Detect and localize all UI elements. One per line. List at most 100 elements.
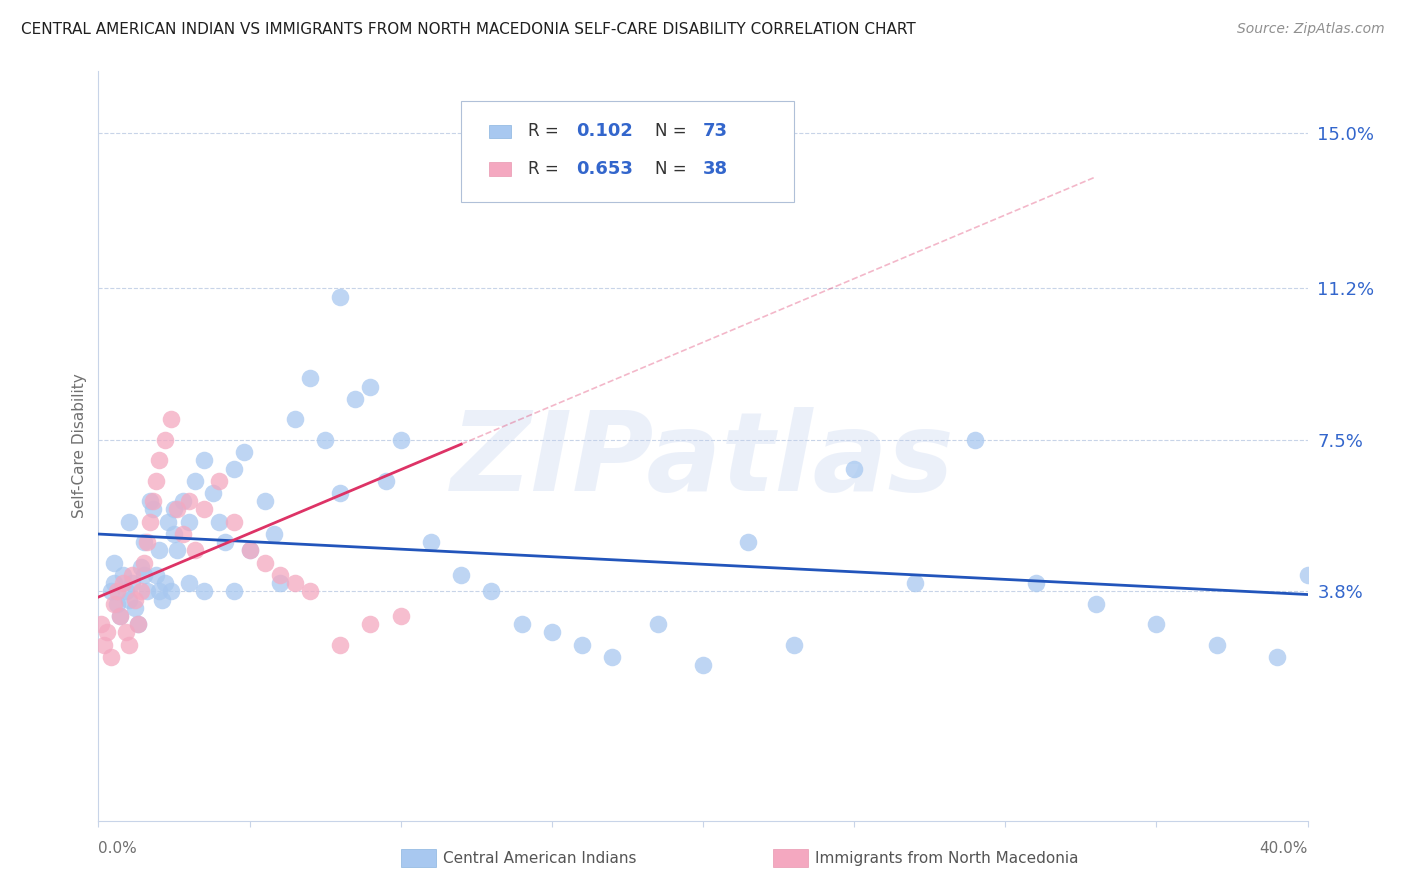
Point: [571, 638, 593, 652]
Point: [153, 576, 176, 591]
Point: [129, 559, 152, 574]
Text: 73: 73: [703, 122, 728, 140]
Point: [269, 576, 291, 591]
Point: [224, 515, 246, 529]
Point: [100, 584, 122, 599]
Point: [114, 584, 136, 599]
Point: [160, 412, 183, 426]
Point: [148, 453, 170, 467]
Point: [253, 494, 276, 508]
Point: [284, 576, 307, 591]
Point: [1144, 617, 1167, 632]
Point: [647, 617, 669, 632]
Point: [118, 515, 141, 529]
Point: [105, 597, 128, 611]
Point: [1085, 597, 1108, 611]
Point: [105, 584, 128, 599]
Point: [142, 494, 165, 508]
Text: N =: N =: [655, 160, 692, 178]
Point: [389, 433, 412, 447]
Point: [160, 584, 183, 599]
Point: [1024, 576, 1046, 591]
Text: 38: 38: [703, 160, 728, 178]
Point: [420, 535, 443, 549]
Point: [139, 494, 162, 508]
Point: [93, 638, 115, 652]
Point: [166, 502, 188, 516]
Point: [132, 535, 155, 549]
Point: [193, 453, 215, 467]
Point: [127, 617, 149, 632]
Point: [139, 515, 162, 529]
Point: [360, 379, 382, 393]
Point: [193, 584, 215, 599]
Point: [299, 584, 322, 599]
Text: 40.0%: 40.0%: [1260, 841, 1308, 856]
Point: [299, 371, 322, 385]
Y-axis label: Self-Care Disability: Self-Care Disability: [72, 374, 87, 518]
Point: [132, 568, 155, 582]
Point: [904, 576, 927, 591]
Point: [208, 515, 231, 529]
FancyBboxPatch shape: [461, 102, 793, 202]
Point: [1206, 638, 1229, 652]
Point: [132, 556, 155, 570]
Point: [184, 474, 207, 488]
Point: [602, 649, 624, 664]
Point: [150, 592, 173, 607]
Point: [163, 527, 186, 541]
Point: [148, 584, 170, 599]
Point: [108, 608, 131, 623]
Point: [135, 535, 157, 549]
Point: [232, 445, 254, 459]
Point: [124, 600, 146, 615]
Point: [783, 638, 806, 652]
Point: [737, 535, 759, 549]
Text: Source: ZipAtlas.com: Source: ZipAtlas.com: [1237, 22, 1385, 37]
Point: [103, 597, 125, 611]
Point: [142, 502, 165, 516]
FancyBboxPatch shape: [489, 125, 510, 138]
Text: 0.653: 0.653: [576, 160, 633, 178]
Point: [208, 474, 231, 488]
Point: [163, 502, 186, 516]
Point: [481, 584, 503, 599]
Point: [179, 494, 201, 508]
Text: 0.0%: 0.0%: [98, 841, 138, 856]
Point: [752, 146, 775, 161]
Point: [263, 527, 285, 541]
Text: CENTRAL AMERICAN INDIAN VS IMMIGRANTS FROM NORTH MACEDONIA SELF-CARE DISABILITY : CENTRAL AMERICAN INDIAN VS IMMIGRANTS FR…: [21, 22, 915, 37]
Point: [179, 576, 201, 591]
Point: [103, 576, 125, 591]
Point: [156, 515, 179, 529]
FancyBboxPatch shape: [489, 162, 510, 176]
Point: [202, 486, 225, 500]
Point: [253, 556, 276, 570]
Point: [108, 608, 131, 623]
Point: [389, 608, 412, 623]
Point: [111, 568, 134, 582]
Point: [121, 568, 143, 582]
Point: [314, 433, 336, 447]
Point: [450, 568, 472, 582]
Point: [148, 543, 170, 558]
Point: [100, 649, 122, 664]
Point: [284, 412, 307, 426]
Point: [540, 625, 562, 640]
Point: [329, 486, 352, 500]
Point: [118, 592, 141, 607]
Text: ZIPatlas: ZIPatlas: [451, 408, 955, 515]
Point: [965, 433, 987, 447]
Point: [124, 592, 146, 607]
Text: 0.102: 0.102: [576, 122, 633, 140]
Point: [374, 474, 396, 488]
Point: [214, 535, 236, 549]
Point: [96, 625, 118, 640]
Point: [127, 617, 149, 632]
Point: [510, 617, 533, 632]
Point: [329, 638, 352, 652]
Point: [224, 584, 246, 599]
Text: N =: N =: [655, 122, 692, 140]
Point: [179, 515, 201, 529]
Point: [121, 576, 143, 591]
